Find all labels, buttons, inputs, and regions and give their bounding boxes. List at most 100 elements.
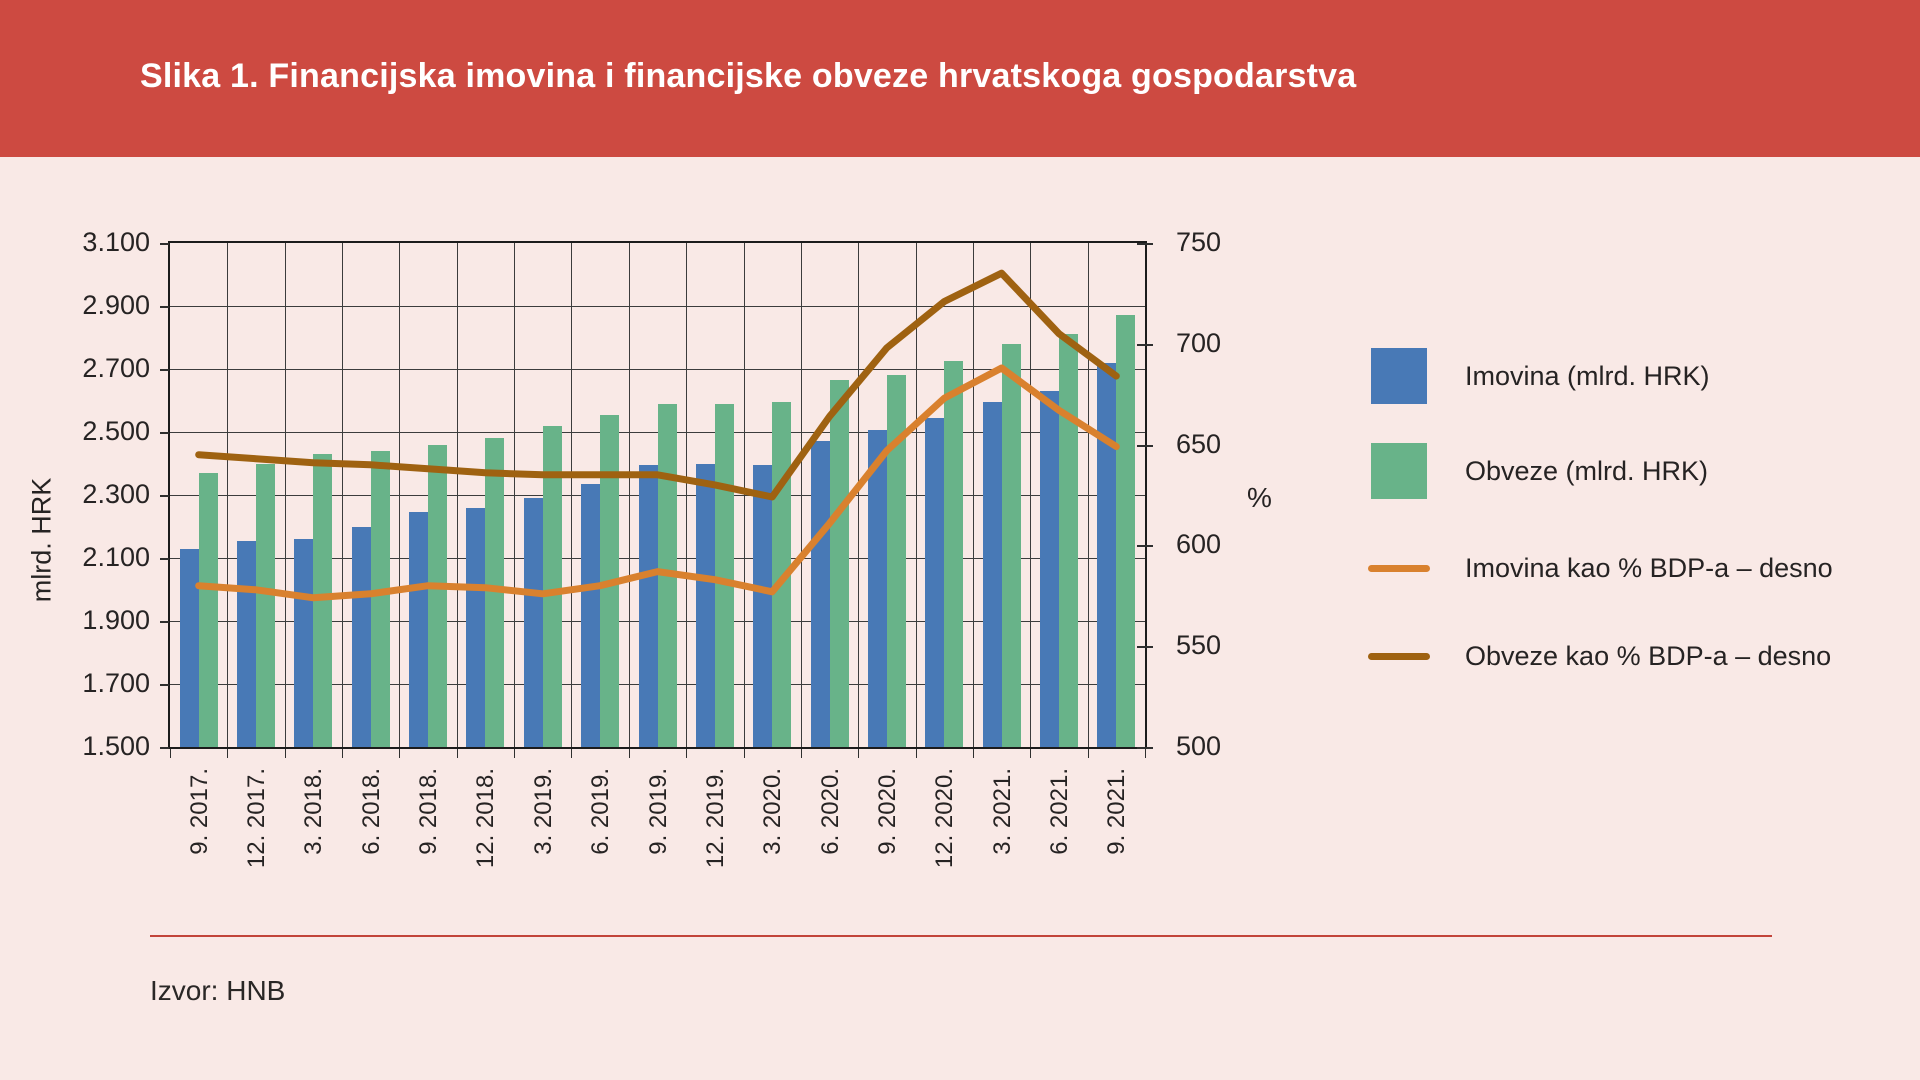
legend-swatch-obveze (1371, 443, 1427, 499)
x-axis-label: 9. 2017. (185, 768, 213, 855)
x-axis-label: 6. 2019. (587, 768, 615, 855)
line-imovina-pct (195, 364, 1120, 602)
x-axis-tick (972, 749, 974, 758)
x-axis-label: 12. 2019. (701, 768, 729, 869)
x-axis-label: 3. 2020. (759, 768, 787, 855)
x-axis-label: 3. 2019. (529, 768, 557, 855)
legend-label: Obveze kao % BDP-a – desno (1465, 640, 1832, 671)
y-axis-label-left: 2.100 (82, 542, 150, 572)
y-axis-label-left: 1.700 (82, 668, 150, 698)
x-axis-label: 9. 2021. (1103, 768, 1131, 855)
bar-obveze (886, 375, 906, 747)
bar-obveze (542, 425, 562, 747)
legend-item-obveze-bar: Obveze (mlrd. HRK) (1371, 443, 1708, 499)
title-banner: Slika 1. Financijska imovina i financijs… (0, 0, 1920, 157)
x-axis-tick (514, 749, 516, 758)
x-axis-label: 12. 2017. (243, 768, 271, 869)
y-axis-label-left: 3.100 (82, 227, 150, 257)
x-axis-tick (342, 749, 344, 758)
gridline-vertical (743, 243, 745, 747)
x-axis-tick (227, 749, 229, 758)
x-axis-label: 9. 2020. (873, 768, 901, 855)
left-axis-tick (160, 558, 169, 560)
bar-obveze (256, 463, 276, 747)
right-axis-tick (1137, 343, 1153, 346)
figure-title: Slika 1. Financijska imovina i financijs… (140, 57, 1357, 95)
bar-imovina (179, 548, 199, 747)
y-axis-label-left: 2.500 (82, 416, 150, 446)
left-axis-tick (160, 369, 169, 371)
x-axis-label: 9. 2018. (415, 768, 443, 855)
bar-imovina (1039, 391, 1059, 747)
bar-obveze (428, 444, 448, 747)
y-axis-label-right: 650 (1176, 428, 1222, 459)
x-axis-label: 6. 2021. (1045, 768, 1073, 855)
x-axis-tick (1145, 749, 1146, 758)
x-axis-tick (1030, 749, 1032, 758)
gridline-vertical (284, 243, 286, 747)
legend-label: Imovina kao % BDP-a – desno (1465, 552, 1833, 583)
x-axis-tick (399, 749, 401, 758)
line-obveze-pct (195, 269, 1120, 501)
left-axis-tick (160, 243, 169, 245)
x-axis-tick (915, 749, 917, 758)
x-axis-label: 12. 2020. (931, 768, 959, 869)
y-axis-label-right: 700 (1176, 327, 1222, 358)
x-axis-label: 9. 2019. (644, 768, 672, 855)
bar-imovina (753, 465, 773, 747)
bar-imovina (294, 539, 314, 747)
gridline-vertical (342, 243, 344, 747)
y-axis-label-left: 1.500 (82, 731, 150, 761)
legend-label: Imovina (mlrd. HRK) (1465, 360, 1710, 391)
bar-imovina (638, 465, 658, 747)
x-axis-label: 12. 2018. (472, 768, 500, 869)
gridline-vertical (456, 243, 458, 747)
y-axis-label-right: 500 (1176, 731, 1222, 761)
bar-obveze (1116, 315, 1136, 747)
x-axis-tick (1087, 749, 1089, 758)
chart-plot-area (168, 241, 1147, 749)
legend-line-obveze (1368, 652, 1430, 660)
legend-swatch-wrap (1368, 652, 1430, 660)
gridline-vertical (800, 243, 802, 747)
x-axis-tick (800, 749, 802, 758)
gridline-vertical (571, 243, 573, 747)
x-axis-label: 6. 2020. (816, 768, 844, 855)
gridline-vertical (915, 243, 917, 747)
right-axis-tick (1137, 747, 1153, 749)
right-axis-tick (1137, 545, 1153, 548)
x-axis-tick (456, 749, 458, 758)
bar-imovina (982, 402, 1002, 747)
gridline-vertical (858, 243, 860, 747)
gridline-vertical (972, 243, 974, 747)
bar-imovina (925, 417, 945, 747)
gridline-horizontal (170, 369, 1145, 370)
y-axis-label-left: 2.300 (82, 479, 150, 509)
gridline-vertical (628, 243, 630, 747)
x-axis-label: 6. 2018. (357, 768, 385, 855)
x-axis-tick (170, 749, 171, 758)
legend-swatch-wrap (1368, 564, 1430, 572)
x-axis-tick (686, 749, 688, 758)
right-axis-tick (1137, 646, 1153, 649)
legend-item-imovina-bar: Imovina (mlrd. HRK) (1371, 348, 1710, 404)
bar-obveze (829, 380, 849, 747)
line-series-layer (195, 269, 1120, 602)
y-axis-label-right: 600 (1176, 529, 1222, 560)
left-axis-tick (160, 495, 169, 497)
y-axis-label-right: 550 (1176, 630, 1222, 661)
y-axis-label-left: 2.700 (82, 353, 150, 383)
legend-swatch-imovina (1371, 348, 1427, 404)
right-axis-tick (1137, 444, 1153, 447)
legend-label: Obveze (mlrd. HRK) (1465, 455, 1709, 486)
x-axis-tick (858, 749, 860, 758)
legend-line-imovina (1368, 564, 1430, 572)
bar-imovina (867, 430, 887, 747)
left-axis-tick (160, 684, 169, 686)
bar-obveze (1001, 343, 1021, 747)
bar-imovina (1097, 362, 1117, 747)
right-axis-unit-label: % (1247, 482, 1272, 513)
legend-item-imovina-line: Imovina kao % BDP-a – desno (1368, 540, 1833, 596)
y-axis-label-left: 2.900 (82, 290, 150, 320)
